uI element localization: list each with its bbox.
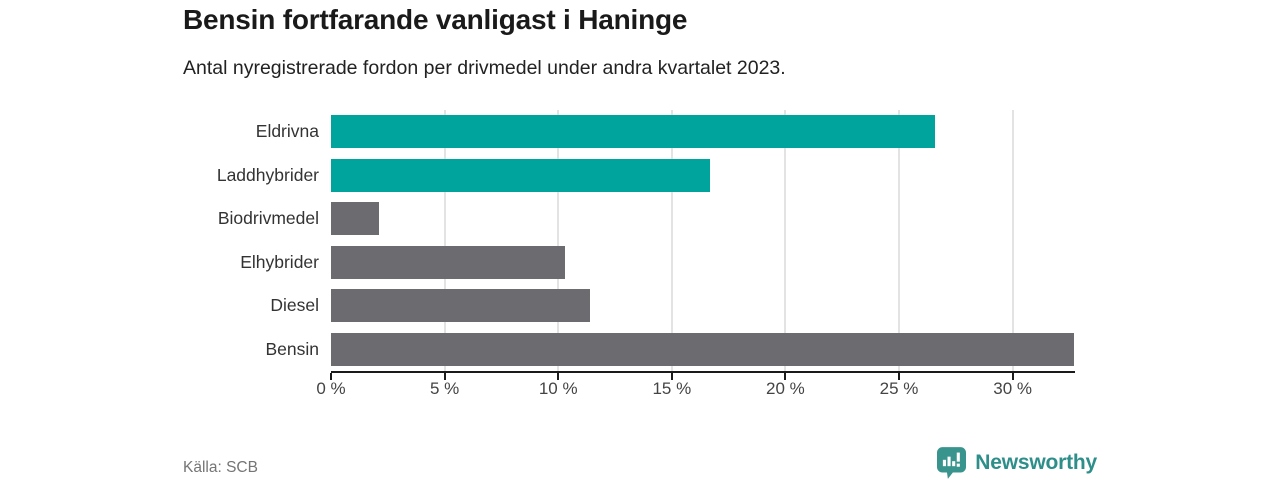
axis-tick-label-30: 30 % — [993, 379, 1033, 398]
bar-row-diesel — [331, 284, 1074, 328]
axis-tick-label-25: 25 % — [879, 379, 919, 398]
bar-diesel — [331, 289, 591, 323]
category-label-eldrivna: Eldrivna — [255, 121, 319, 142]
bar-row-biodrivmedel — [331, 197, 1074, 241]
axis-tick-0 — [330, 373, 332, 380]
axis-tick-10 — [557, 373, 560, 380]
category-label-diesel: Diesel — [270, 295, 319, 316]
bar-row-bensin — [331, 328, 1074, 372]
chart-title: Bensin fortfarande vanligast i Haninge — [183, 4, 688, 35]
plot-area — [331, 110, 1074, 371]
axis-tick-25 — [898, 373, 901, 380]
axis-tick-label-0: 0 % — [316, 379, 346, 398]
category-label-elhybrider: Elhybrider — [240, 251, 319, 272]
newsworthy-badge-icon — [937, 447, 967, 479]
chart-subtitle: Antal nyregistrerade fordon per drivmede… — [183, 57, 786, 79]
axis-tick-label-15: 15 % — [652, 379, 692, 398]
gridline-15 — [670, 110, 673, 371]
bar-row-elhybrider — [331, 241, 1074, 285]
axis-tick-label-20: 20 % — [766, 379, 805, 398]
category-label-laddhybrider: Laddhybrider — [216, 164, 319, 185]
bar-row-laddhybrider — [331, 154, 1074, 198]
bar-row-eldrivna — [331, 110, 1074, 154]
bar-laddhybrider — [331, 158, 711, 192]
axis-tick-label-5: 5 % — [429, 379, 460, 398]
gridline-10 — [557, 110, 560, 371]
axis-tick-30 — [1011, 373, 1014, 380]
gridline-5 — [443, 110, 446, 371]
bar-eldrivna — [331, 115, 936, 149]
gridline-20 — [784, 110, 787, 371]
axis-tick-5 — [443, 373, 446, 380]
newsworthy-logo: Newsworthy — [937, 447, 1097, 479]
category-label-biodrivmedel: Biodrivmedel — [217, 208, 319, 229]
axis-tick-20 — [784, 373, 787, 380]
source-note: Källa: SCB — [183, 459, 258, 476]
category-label-bensin: Bensin — [265, 338, 319, 359]
category-labels: Eldrivna Laddhybrider Biodrivmedel Elhybrid… — [0, 110, 319, 371]
newsworthy-wordmark: Newsworthy — [975, 451, 1097, 474]
gridline-25 — [898, 110, 901, 371]
gridline-30 — [1011, 110, 1014, 371]
x-axis-line — [331, 371, 1075, 373]
bar-biodrivmedel — [331, 202, 379, 236]
axis-tick-15 — [670, 373, 673, 380]
bar-elhybrider — [331, 245, 566, 279]
axis-tick-label-10: 10 % — [538, 379, 578, 398]
bar-bensin — [331, 332, 1074, 366]
